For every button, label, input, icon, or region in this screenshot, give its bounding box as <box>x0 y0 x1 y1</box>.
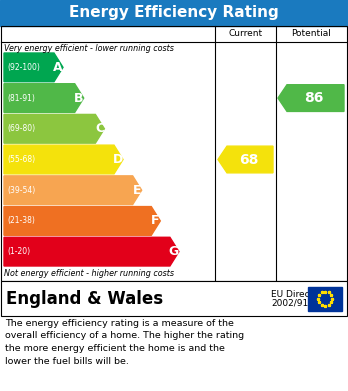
Text: 2002/91/EC: 2002/91/EC <box>271 298 323 307</box>
Text: (55-68): (55-68) <box>7 155 35 164</box>
Text: Potential: Potential <box>292 29 331 38</box>
Polygon shape <box>4 84 84 113</box>
Text: (92-100): (92-100) <box>7 63 40 72</box>
Text: D: D <box>113 153 123 166</box>
Polygon shape <box>4 176 142 204</box>
Text: Energy Efficiency Rating: Energy Efficiency Rating <box>69 5 279 20</box>
Text: (1-20): (1-20) <box>7 247 30 256</box>
Text: Very energy efficient - lower running costs: Very energy efficient - lower running co… <box>4 44 174 53</box>
Text: (69-80): (69-80) <box>7 124 35 133</box>
Text: EU Directive: EU Directive <box>271 290 327 299</box>
Text: (81-91): (81-91) <box>7 93 35 102</box>
Text: 86: 86 <box>304 91 324 105</box>
Polygon shape <box>4 115 104 143</box>
Polygon shape <box>4 206 160 235</box>
Polygon shape <box>218 146 273 173</box>
Text: F: F <box>151 214 160 228</box>
Polygon shape <box>4 145 123 174</box>
Text: A: A <box>53 61 63 74</box>
Text: 68: 68 <box>239 152 258 167</box>
Text: England & Wales: England & Wales <box>6 289 163 307</box>
Text: G: G <box>169 245 179 258</box>
Text: Not energy efficient - higher running costs: Not energy efficient - higher running co… <box>4 269 174 278</box>
Text: B: B <box>74 91 84 104</box>
Bar <box>1 281 347 316</box>
Polygon shape <box>4 237 179 266</box>
Text: The energy efficiency rating is a measure of the
overall efficiency of a home. T: The energy efficiency rating is a measur… <box>5 319 244 366</box>
Polygon shape <box>278 85 344 111</box>
Polygon shape <box>4 53 63 82</box>
Text: Current: Current <box>228 29 262 38</box>
Text: (39-54): (39-54) <box>7 186 35 195</box>
Bar <box>308 287 342 310</box>
Text: E: E <box>133 184 141 197</box>
Text: (21-38): (21-38) <box>7 217 35 226</box>
Bar <box>1 26 347 281</box>
Bar <box>0 0 348 26</box>
Text: C: C <box>95 122 104 135</box>
